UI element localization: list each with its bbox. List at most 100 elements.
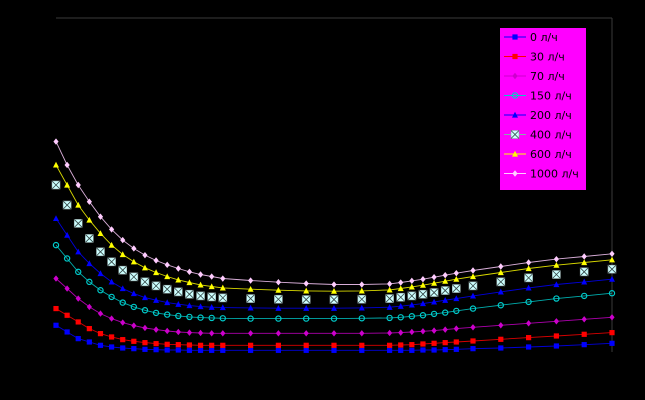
series-3-point-29 xyxy=(470,324,476,331)
series-3-point-5 xyxy=(97,310,104,317)
series-5-point-11 xyxy=(164,299,171,306)
series-3-point-22 xyxy=(387,329,393,337)
series-1-point-3 xyxy=(75,336,81,342)
series-5-point-5 xyxy=(97,270,104,277)
series-6-point-26-cross-b xyxy=(429,288,439,297)
series-4-point-5 xyxy=(97,287,104,294)
series-6-point-27 xyxy=(440,286,450,295)
series-5-point-17 xyxy=(247,304,254,311)
series-7-point-28 xyxy=(453,275,460,282)
series-7-point-2 xyxy=(64,181,71,188)
series-7-point-18 xyxy=(275,287,282,293)
series-1-point-2 xyxy=(64,329,70,335)
series-5-point-15 xyxy=(208,304,215,310)
series-1-point-25 xyxy=(420,347,426,353)
series-6-point-2 xyxy=(62,200,72,210)
series-6-point-8-cross-b xyxy=(129,272,139,282)
legend-label-4: 150 л/ч xyxy=(530,90,572,103)
series-8-point-20 xyxy=(331,281,337,288)
series-1-point-5 xyxy=(97,342,104,348)
series-2-point-13 xyxy=(186,342,193,348)
series-4-point-6 xyxy=(108,293,115,301)
series-7-point-32 xyxy=(553,261,560,268)
series-7-point-23 xyxy=(397,285,404,292)
series-7-point-33 xyxy=(581,259,588,266)
series-6-point-19-cross-b xyxy=(301,295,311,304)
series-7-point-27 xyxy=(442,277,449,284)
series-7-point-25 xyxy=(419,282,426,288)
series-3 xyxy=(53,275,615,337)
series-2-point-9 xyxy=(142,340,148,346)
series-6-point-32 xyxy=(552,270,561,279)
series-4-point-7 xyxy=(119,299,126,306)
series-3-point-10 xyxy=(153,326,159,333)
series-4-point-17 xyxy=(247,315,254,322)
series-4-point-2 xyxy=(63,255,71,262)
series-5-point-32 xyxy=(553,281,560,288)
series-2-point-4 xyxy=(86,326,92,332)
series-1-point-23 xyxy=(398,347,404,353)
series-4-point-23 xyxy=(397,314,404,321)
series-3-point-12 xyxy=(175,328,181,336)
series-8-point-8 xyxy=(131,245,137,252)
series-5-point-4 xyxy=(86,260,93,267)
series-5-point-18 xyxy=(275,305,282,311)
series-2-point-17 xyxy=(248,342,254,348)
series-8-point-34 xyxy=(609,250,615,258)
series-1-point-17 xyxy=(248,347,254,353)
legend-label-7: 600 л/ч xyxy=(530,148,572,161)
series-7-point-30 xyxy=(497,269,504,276)
series-6-point-13-cross-b xyxy=(185,289,194,299)
series-8-point-13 xyxy=(186,268,193,276)
series-7 xyxy=(53,161,615,294)
series-5-point-12 xyxy=(175,301,182,307)
series-8-point-4 xyxy=(86,198,92,205)
series-3-point-26 xyxy=(431,327,437,334)
series-6-point-10-cross-b xyxy=(151,281,161,291)
series-4-point-16 xyxy=(219,315,226,322)
legend-label-5: 200 л/ч xyxy=(530,109,572,122)
series-8-line xyxy=(55,141,613,285)
series-7-point-8 xyxy=(130,258,137,265)
series-5-point-14 xyxy=(197,303,204,310)
series-3-point-4 xyxy=(86,303,92,311)
series-4-point-31 xyxy=(525,298,532,306)
series-7-point-5 xyxy=(97,230,104,237)
series-2-point-19 xyxy=(303,342,309,348)
series-5-line xyxy=(55,218,613,309)
series-8-point-16 xyxy=(220,275,226,282)
series-6-point-25-cross-b xyxy=(418,289,428,299)
series-4-point-10 xyxy=(152,309,160,317)
series-5-point-6 xyxy=(108,278,115,285)
series-6-point-31-cross-b xyxy=(524,273,533,283)
series-6-point-15 xyxy=(207,292,216,302)
series-6-point-34 xyxy=(607,264,617,274)
series-6-point-16 xyxy=(218,293,228,303)
series-1-line xyxy=(55,324,613,351)
series-8-point-21 xyxy=(359,281,365,288)
series-4-point-15 xyxy=(208,314,215,322)
series-7-point-4 xyxy=(86,216,93,223)
series-5-point-23 xyxy=(397,303,404,309)
legend-swatch-marker-3 xyxy=(512,72,518,80)
series-6-point-30-cross-b xyxy=(496,277,506,287)
series-4-point-24 xyxy=(408,313,416,320)
series-1-point-16 xyxy=(220,347,226,353)
series-2-point-27 xyxy=(442,340,448,346)
series-5 xyxy=(53,215,615,311)
series-7-point-3 xyxy=(75,201,82,208)
series-1-point-1 xyxy=(53,322,59,328)
series-4-point-27 xyxy=(442,309,449,316)
legend-label-3: 70 л/ч xyxy=(530,70,565,83)
series-6-point-19 xyxy=(301,295,311,304)
series-3-point-25 xyxy=(420,328,426,335)
series-6-point-18-cross-b xyxy=(274,294,283,304)
series-3-point-18 xyxy=(275,330,281,337)
series-7-point-26 xyxy=(431,279,438,286)
series-1-point-30 xyxy=(498,345,504,351)
series-3-point-33 xyxy=(581,316,587,323)
series-5-point-21 xyxy=(358,304,365,311)
series-8-point-18 xyxy=(275,278,281,286)
series-8-point-22 xyxy=(387,280,393,288)
